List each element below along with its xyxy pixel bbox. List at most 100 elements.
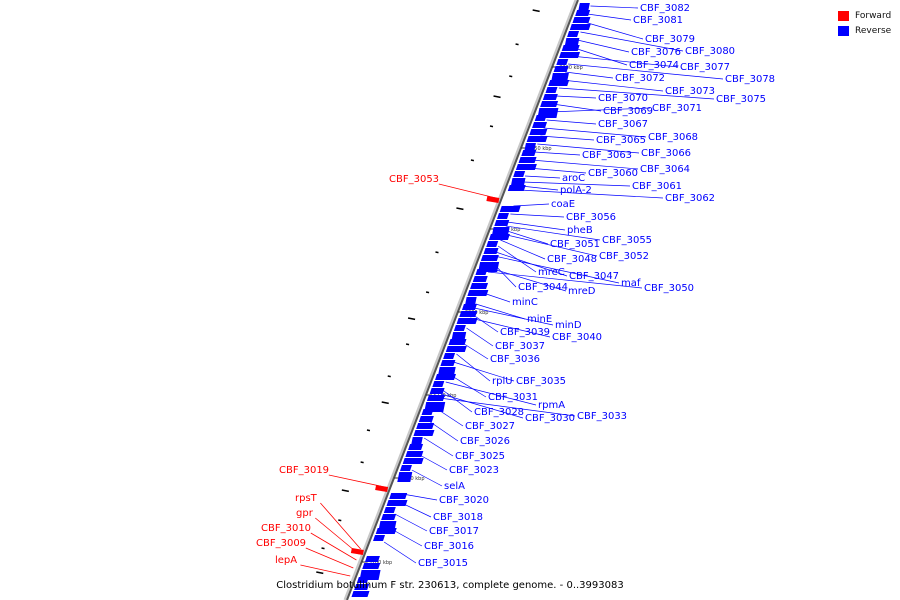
- reverse-label-connector: [442, 389, 473, 413]
- forward-gene-label: CBF_3053: [389, 174, 439, 185]
- reverse-gene-label: CBF_3044: [518, 282, 568, 293]
- reverse-feature: [526, 136, 548, 142]
- gc-mark: [366, 429, 371, 432]
- gc-mark: [381, 401, 389, 405]
- reverse-gene-label: CBF_3037: [495, 341, 545, 352]
- forward-label-connector: [305, 547, 354, 569]
- reverse-label-connector: [423, 437, 454, 457]
- legend-label: Reverse: [855, 25, 892, 36]
- reverse-label-connector: [540, 135, 595, 141]
- reverse-feature: [572, 17, 591, 23]
- reverse-feature: [386, 500, 408, 506]
- reverse-gene-label: CBF_3081: [633, 15, 683, 26]
- reverse-label-connector: [489, 267, 567, 292]
- reverse-gene-label: CBF_3023: [449, 465, 499, 476]
- reverse-feature: [496, 213, 509, 219]
- gc-mark: [532, 9, 540, 13]
- forward-label-connector: [315, 517, 359, 555]
- reverse-feature: [548, 80, 570, 86]
- reverse-label-connector: [561, 79, 664, 92]
- backbone-shadow: [343, 0, 578, 600]
- reverse-gene-label: CBF_3016: [424, 541, 474, 552]
- reverse-gene-label: CBF_3061: [632, 181, 682, 192]
- reverse-label-connector: [534, 151, 581, 156]
- reverse-gene-label: CBF_3078: [725, 74, 775, 85]
- forward-label-connector: [438, 183, 496, 199]
- reverse-gene-label: CBF_3027: [465, 421, 515, 432]
- reverse-gene-label: minD: [555, 320, 582, 331]
- reverse-gene-label: CBF_3025: [455, 451, 505, 462]
- reverse-label-connector: [389, 527, 423, 547]
- reverse-feature: [567, 31, 580, 37]
- reverse-gene-label: CBF_3060: [588, 168, 638, 179]
- reverse-label-connector: [417, 453, 448, 471]
- reverse-feature: [518, 157, 537, 163]
- reverse-feature: [453, 325, 466, 331]
- forward-gene-label: lepA: [275, 555, 297, 566]
- reverse-gene-label: CBF_3066: [641, 148, 691, 159]
- reverse-label-connector: [558, 87, 715, 100]
- reverse-feature: [561, 45, 580, 51]
- reverse-label-connector: [528, 167, 587, 174]
- reverse-label-connector: [549, 107, 651, 113]
- reverse-label-connector: [584, 21, 644, 40]
- reverse-label-connector: [456, 353, 491, 382]
- reverse-gene-label: CBF_3018: [433, 512, 483, 523]
- scale-tick-label: 3210 kbp: [401, 476, 425, 482]
- reverse-gene-label: minC: [512, 297, 538, 308]
- reverse-gene-label: CBF_3077: [680, 62, 730, 73]
- reverse-feature: [351, 591, 370, 597]
- reverse-gene-label: CBF_3068: [648, 132, 698, 143]
- reverse-label-connector: [440, 393, 524, 419]
- reverse-gene-label: CBF_3076: [631, 47, 681, 58]
- reverse-label-connector: [494, 255, 620, 284]
- reverse-feature: [545, 87, 558, 93]
- reverse-feature: [399, 465, 412, 471]
- forward-feature: [375, 485, 389, 492]
- gc-mark: [387, 375, 391, 378]
- reverse-feature: [486, 241, 499, 247]
- reverse-gene-label: CBF_3062: [665, 193, 715, 204]
- reverse-label-connector: [507, 221, 566, 231]
- reverse-label-connector: [568, 63, 724, 80]
- gc-mark: [316, 571, 324, 575]
- forward-gene-label: CBF_3009: [256, 538, 306, 549]
- reverse-feature: [553, 66, 569, 72]
- reverse-label-connector: [453, 361, 515, 382]
- reverse-feature: [534, 115, 547, 121]
- reverse-label-connector: [504, 229, 549, 245]
- reverse-gene-label: CBF_3051: [550, 239, 600, 250]
- forward-label-connector: [300, 564, 351, 577]
- reverse-gene-label: CBF_3040: [552, 332, 602, 343]
- reverse-feature: [488, 234, 510, 240]
- reverse-gene-label: CBF_3074: [629, 60, 679, 71]
- reverse-gene-label: CBF_3039: [500, 327, 550, 338]
- reverse-gene-label: CBF_3050: [644, 283, 694, 294]
- reverse-gene-label: CBF_3067: [598, 119, 648, 130]
- reverse-feature: [408, 444, 424, 450]
- reverse-gene-label: mreD: [568, 286, 596, 297]
- reverse-feature: [499, 206, 521, 212]
- reverse-gene-label: CBF_3028: [474, 407, 524, 418]
- reverse-label-connector: [524, 175, 561, 179]
- reverse-feature: [529, 129, 548, 135]
- forward-gene-label: gpr: [296, 508, 314, 519]
- reverse-feature: [480, 255, 499, 261]
- reverse-label-connector: [460, 341, 489, 360]
- reverse-label-connector: [580, 31, 684, 52]
- gc-mark: [321, 547, 325, 550]
- reverse-gene-label: CBF_3064: [640, 164, 690, 175]
- reverse-feature: [558, 52, 580, 58]
- scale-tick-label: 3220 kbp: [433, 393, 457, 399]
- legend-swatch: [838, 10, 849, 21]
- reverse-label-connector: [502, 233, 598, 257]
- reverse-feature: [426, 395, 445, 401]
- gc-mark: [489, 125, 494, 128]
- reverse-feature: [459, 311, 478, 317]
- reverse-gene-label: aroC: [562, 173, 585, 184]
- reverse-gene-label: CBF_3080: [685, 46, 735, 57]
- reverse-feature: [362, 563, 381, 569]
- reverse-feature: [472, 276, 488, 282]
